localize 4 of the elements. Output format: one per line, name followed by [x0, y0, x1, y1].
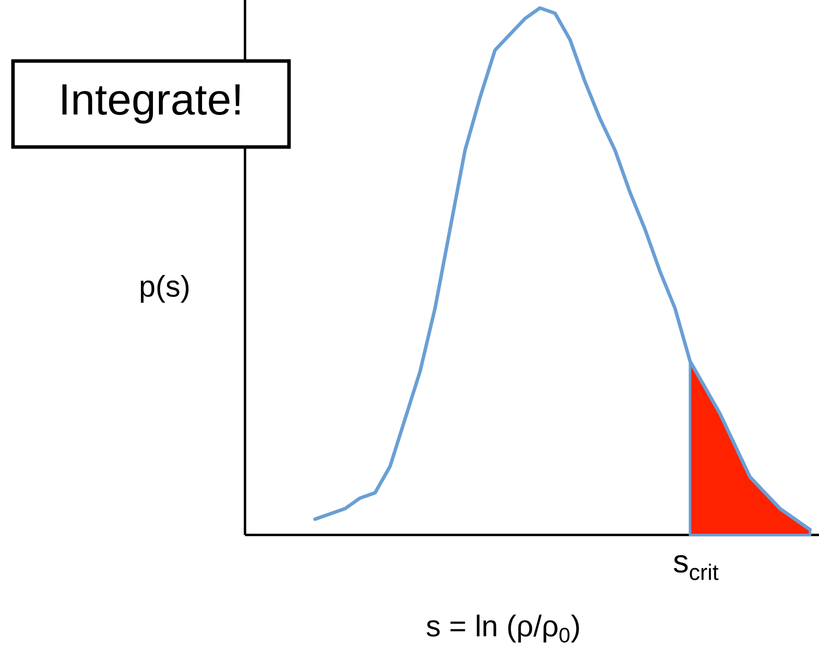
y-axis-title: p(s) — [140, 274, 189, 303]
text: Integrate! — [62, 84, 240, 124]
x-axis-title: s = ln (ρ/ρ$_{0}$) — [426, 614, 579, 643]
text: s$_{crit}$ — [674, 555, 718, 580]
